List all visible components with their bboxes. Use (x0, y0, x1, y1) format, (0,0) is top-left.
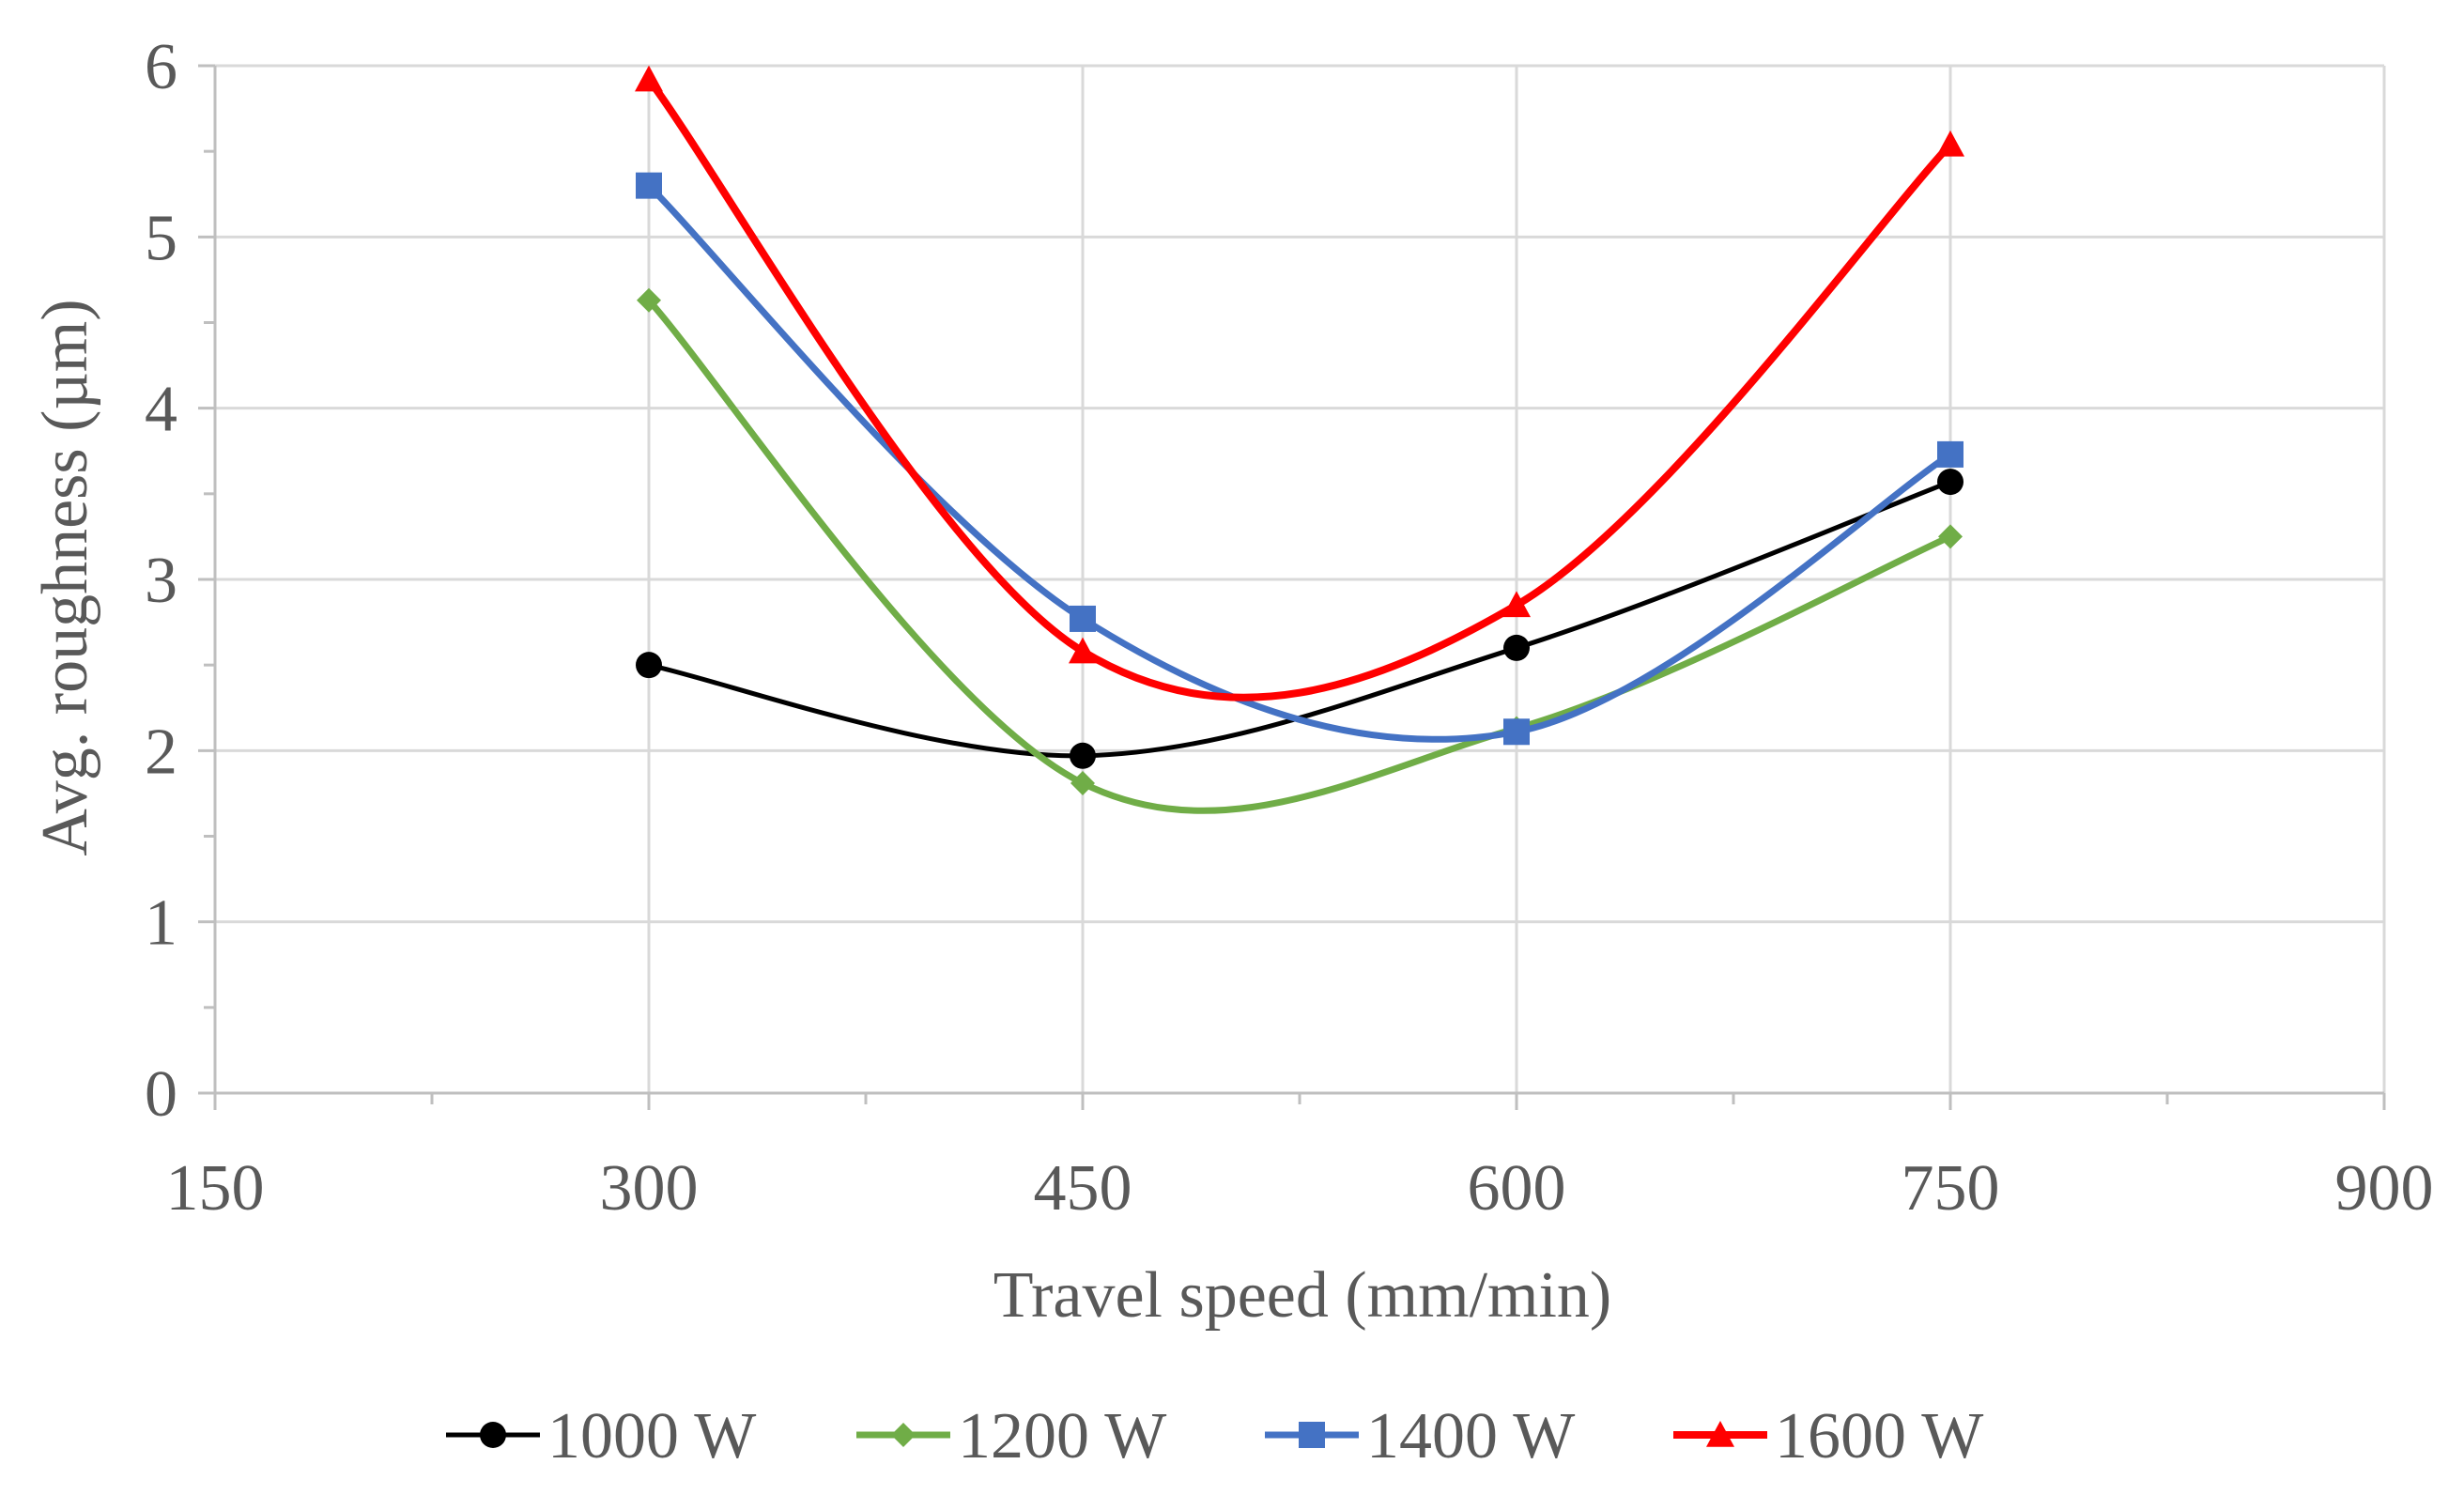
legend-label-1400-w: 1400 W (1366, 1400, 1575, 1472)
series-markers (635, 65, 1964, 795)
data-point-1200-w-750 (1938, 524, 1963, 549)
x-tick-labels: 150 300 450 600 750 900 (166, 1152, 2434, 1225)
series-lines (645, 75, 1954, 814)
data-point-1000-w-750 (1937, 469, 1964, 496)
data-point-1600-w-600 (1502, 591, 1531, 618)
data-point-1200-w-450 (1070, 770, 1095, 795)
data-point-1400-w-300 (636, 172, 662, 199)
data-point-1400-w-750 (1937, 440, 1964, 468)
legend-label-1000-w: 1000 W (547, 1400, 756, 1472)
axes (198, 64, 2386, 1110)
series-line-1400-w (645, 182, 1954, 743)
y-tick-label-4: 4 (145, 374, 177, 446)
x-tick-label-150: 150 (166, 1152, 265, 1225)
data-point-1600-w-300 (635, 65, 663, 92)
legend-marker-1600-w (1706, 1421, 1734, 1447)
data-point-1400-w-600 (1503, 718, 1530, 746)
data-point-1200-w-300 (637, 287, 661, 313)
x-tick-label-600: 600 (1468, 1152, 1566, 1225)
x-axis-title: Travel speed (mm/min) (993, 1259, 1611, 1332)
data-point-1000-w-300 (636, 652, 662, 679)
y-tick-labels: 0 1 2 3 4 5 6 (145, 31, 177, 1131)
data-point-1600-w-750 (1936, 130, 1964, 157)
y-tick-label-6: 6 (145, 31, 177, 103)
legend: 1000 W 1200 W 1400 W 1600 W (446, 1400, 1983, 1472)
legend-marker-1000-w (480, 1422, 506, 1448)
series-line-1000-w (646, 479, 1953, 759)
x-tick-label-300: 300 (600, 1152, 699, 1225)
legend-marker-1200-w (891, 1423, 916, 1447)
y-tick-label-3: 3 (145, 545, 177, 617)
grid-lines (215, 64, 2386, 1093)
data-point-1400-w-450 (1070, 605, 1096, 632)
data-point-1000-w-450 (1070, 742, 1096, 769)
y-tick-label-1: 1 (145, 887, 177, 960)
series-line-1600-w (645, 75, 1954, 701)
series-line-1200-w (645, 297, 1954, 814)
legend-label-1200-w: 1200 W (958, 1400, 1166, 1472)
x-tick-label-450: 450 (1034, 1152, 1132, 1225)
data-point-1000-w-600 (1503, 634, 1530, 661)
y-tick-label-2: 2 (145, 716, 177, 788)
x-tick-label-900: 900 (2335, 1152, 2434, 1225)
y-tick-label-5: 5 (145, 202, 177, 274)
legend-label-1600-w: 1600 W (1775, 1400, 1983, 1472)
x-tick-label-750: 750 (1902, 1152, 2000, 1225)
y-tick-label-0: 0 (145, 1058, 177, 1131)
data-point-1600-w-450 (1069, 637, 1097, 664)
y-axis-title: Avg. roughness (µm) (29, 299, 101, 855)
legend-marker-1400-w (1299, 1422, 1325, 1448)
